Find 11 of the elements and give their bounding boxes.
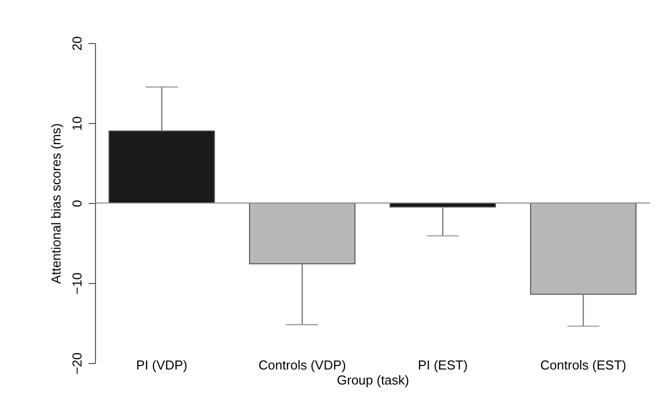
x-tick-label: PI (VDP) (136, 358, 188, 372)
y-tick-label: −10 (70, 272, 84, 295)
x-tick-label: PI (EST) (418, 358, 468, 372)
y-axis-title: Attentional bias scores (ms) (48, 123, 64, 284)
x-axis-title: Group (task) (336, 372, 410, 388)
x-tick-label: Controls (EST) (540, 358, 626, 372)
y-tick-label: 20 (70, 36, 84, 51)
y-tick-label: 0 (70, 200, 84, 208)
y-tick-label: −20 (70, 352, 84, 375)
y-tick-label: 10 (70, 116, 84, 131)
x-tick-label: Controls (VDP) (258, 358, 346, 372)
